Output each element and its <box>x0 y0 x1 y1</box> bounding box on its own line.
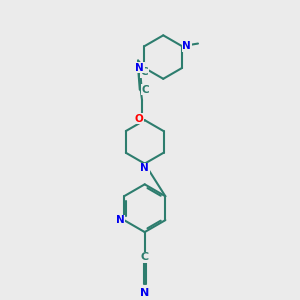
Text: N: N <box>140 288 149 298</box>
Text: N: N <box>140 164 149 173</box>
Text: C: C <box>141 252 149 262</box>
Text: O: O <box>134 114 143 124</box>
Text: C: C <box>140 68 148 77</box>
Text: C: C <box>142 85 149 95</box>
Text: N: N <box>135 63 144 73</box>
Text: N: N <box>116 215 124 225</box>
Text: N: N <box>182 41 191 51</box>
